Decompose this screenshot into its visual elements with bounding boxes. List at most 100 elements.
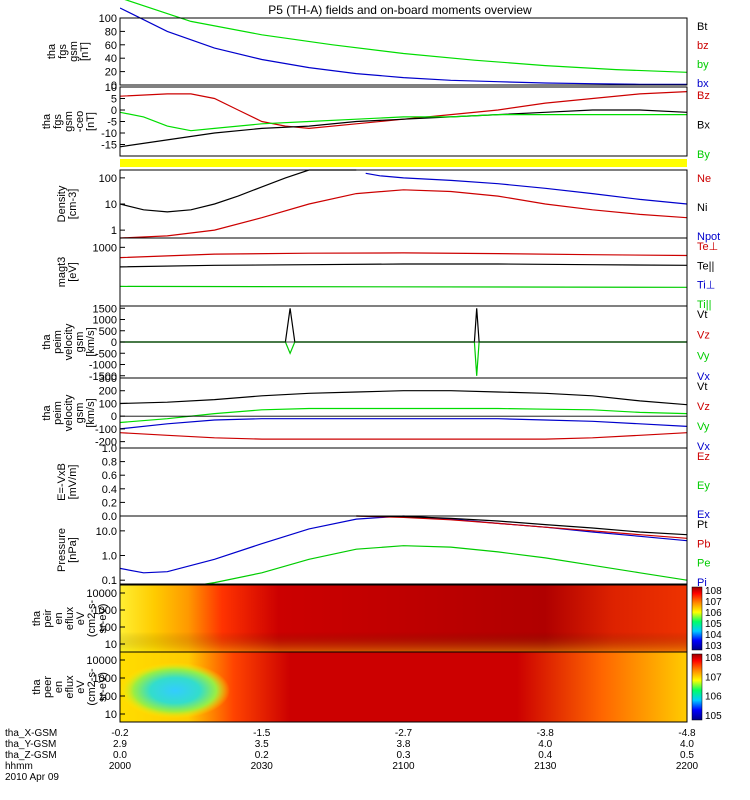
x-tick-label: -2.7: [395, 728, 413, 739]
peer-spectrogram-ylabel: en: [53, 681, 65, 693]
peim-velocity-a-ylabel: [km/s]: [85, 327, 97, 356]
density-ylabel: [cm-3]: [67, 189, 79, 220]
peim-velocity-a-ylabel: peim: [52, 330, 64, 354]
x-row-label: tha_Z-GSM: [5, 750, 57, 761]
legend-peim-velocity-a-Vz: Vz: [697, 330, 710, 342]
fgs-total-ylabel: fgs: [57, 44, 69, 59]
peer-spectrogram-ytick-label: 1000: [93, 673, 117, 685]
x-axis: tha_X-GSM -0.2 -1.5 -2.7 -3.8 -4.8 tha_Y-GSM 2.…: [5, 728, 699, 783]
density-ytick-label: 100: [99, 173, 117, 185]
chart-title: P5 (TH-A) fields and on-board moments ov…: [268, 3, 532, 17]
series-density-Ne: [120, 189, 687, 239]
legend-peim-velocity-b-Vx: Vx: [697, 441, 710, 453]
fgs-total-ylabel: gsm: [68, 41, 80, 62]
peer-spectrogram-ytick-label: 10000: [86, 655, 117, 667]
pressure-ylabel: Pressure: [56, 528, 68, 572]
quality-flag-bar: [120, 159, 687, 167]
density-ylabel: Density: [56, 185, 68, 222]
series-fgs-components-By: [120, 111, 687, 132]
x-row-label: hhmm: [5, 761, 33, 772]
peim-velocity-a-ylabel: gsm: [74, 332, 86, 353]
series-peim-velocity-b-Vx: [120, 418, 687, 430]
legend-density-Npot: Npot: [697, 231, 720, 243]
legend-fgs-total-bz: bz: [697, 40, 709, 52]
fgs-total-ylabel: tha: [46, 43, 58, 59]
legend-e-field-Ey: Ey: [697, 480, 710, 492]
peir-spectrogram-colorbar-tick: 104: [705, 630, 722, 641]
temperature-ylabel: [eV]: [67, 262, 79, 282]
x-tick-label: -1.5: [253, 728, 271, 739]
peer-spectrogram-colorbar: [691, 653, 703, 721]
series-pressure-Pi: [120, 515, 687, 574]
x-tick-label: 2030: [251, 761, 274, 772]
panel-peer-spectrogram: 108 107 106 105 10000 1000 100 10 tha peer en eflux…: [31, 651, 722, 723]
peim-velocity-a-ytick-label: -1000: [89, 360, 117, 372]
peim-velocity-a-ytick-label: -500: [95, 348, 117, 360]
x-row-label: tha_X-GSM: [5, 728, 57, 739]
peim-velocity-b-ytick-label: -100: [95, 424, 117, 436]
pressure-ytick-label: 0.1: [102, 575, 117, 587]
peir-spectrogram-shading: [120, 585, 687, 652]
legend-fgs-total-Bt: Bt: [697, 21, 707, 33]
peir-spectrogram-ylabel: peir: [42, 609, 54, 628]
legend-temperature-Te⊥: Te⊥: [697, 241, 718, 253]
fgs-total-ytick-label: 60: [105, 40, 117, 52]
fgs-total-frame: [119, 17, 688, 86]
series-pressure-Pt: [356, 515, 687, 536]
pressure-ytick-label: 1.0: [102, 551, 117, 563]
peir-spectrogram-ytick-label: 1000: [93, 605, 117, 617]
panel-temperature: 1000 magt3 [eV] Te⊥ Te|| Ti⊥ Ti||: [56, 237, 718, 311]
e-field-ytick-label: 0.6: [102, 470, 117, 482]
fgs-components-ytick-label: -5: [107, 117, 117, 129]
x-tick-label: 2200: [676, 761, 699, 772]
legend-density-Ne: Ne: [697, 173, 711, 185]
fgs-components-ylabel: [nT]: [85, 112, 97, 131]
temperature-ylabel: magt3: [56, 257, 68, 288]
x-tick-label: 4.0: [538, 739, 552, 750]
fgs-components-ylabel: -ceo: [74, 111, 86, 132]
fgs-total-ytick-label: 100: [99, 13, 117, 25]
legend-pressure-Pi: Pi: [697, 577, 707, 589]
fgs-total-ytick-label: 20: [105, 67, 117, 79]
x-tick-label: -3.8: [537, 728, 555, 739]
x-tick-label: 3.5: [255, 739, 269, 750]
legend-peim-velocity-a-Vx: Vx: [697, 371, 710, 383]
fgs-total-ytick-label: 0: [111, 80, 117, 92]
series-fgs-components-Bz: [120, 91, 687, 130]
e-field-ytick-label: 0.2: [102, 497, 117, 509]
fgs-components-ytick-label: -15: [101, 140, 117, 152]
peim-velocity-b-ylabel: tha: [41, 404, 53, 420]
legend-e-field-Ex: Ex: [697, 509, 710, 521]
peir-spectrogram-ylabel: sr-eV): [97, 604, 109, 634]
peer-spectrogram-ytick-label: 10: [105, 709, 117, 721]
peim-velocity-b-ytick-label: 200: [99, 386, 117, 398]
legend-peim-velocity-b-Vy: Vy: [697, 421, 710, 433]
x-tick-label: 2130: [534, 761, 557, 772]
series-fgs-total-bx: [120, 7, 687, 85]
density-ytick-label: 1: [111, 225, 117, 237]
x-tick-label: 4.0: [680, 739, 694, 750]
pressure-ytick-label: 10.0: [96, 526, 117, 538]
peir-spectrogram-ytick-label: 100: [99, 622, 117, 634]
temperature-ytick-label: 1000: [93, 242, 117, 254]
peim-velocity-a-ylabel: velocity: [63, 323, 75, 360]
legend-peim-velocity-a-Vy: Vy: [697, 350, 710, 362]
panel-pressure: 10.0 1.0 0.1 Pressure [nPa] Pt Pb Pe Pi: [56, 515, 710, 593]
peir-spectrogram-ylabel: eflux: [64, 606, 76, 630]
fgs-components-ylabel: tha: [41, 113, 53, 129]
e-field-ylabel: E=-VxB: [56, 463, 68, 501]
x-tick-label: -0.2: [111, 728, 129, 739]
fgs-components-ylabel: fgs: [52, 114, 64, 129]
peim-velocity-b-ytick-label: 300: [99, 373, 117, 385]
series-temperature-Te||: [120, 263, 687, 268]
legend-peim-velocity-b-Vt: Vt: [697, 381, 707, 393]
series-peim-velocity-a-Vy: [120, 341, 687, 376]
peer-spectrogram-cold-population: [120, 662, 230, 719]
x-tick-label: 2100: [392, 761, 415, 772]
peir-spectrogram-colorbar-tick: 103: [705, 641, 722, 652]
series-fgs-components-Bx: [120, 109, 687, 148]
